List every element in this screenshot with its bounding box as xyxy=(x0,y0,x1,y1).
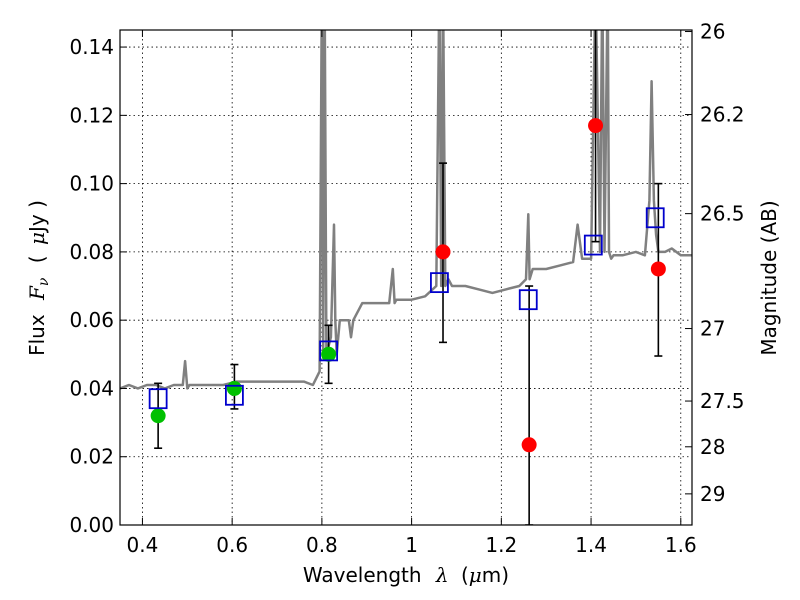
model-point-square xyxy=(645,207,665,229)
x-tick-label: 0.8 xyxy=(306,533,338,557)
model-point-square xyxy=(583,234,603,256)
magnitude-axis-label: Magnitude (AB) xyxy=(757,200,781,355)
x-tick-label: 1.6 xyxy=(665,533,697,557)
red-data-point xyxy=(650,261,666,277)
x-tick-label: 0.4 xyxy=(127,533,159,557)
magnitude-tick-label: 26.5 xyxy=(700,202,745,226)
red-data-point xyxy=(435,244,451,260)
model-points xyxy=(148,207,665,410)
x-tick-label: 1.4 xyxy=(575,533,607,557)
y-axis-label: Flux Fν ( μJy ) xyxy=(25,200,53,356)
model-point-square xyxy=(319,340,339,362)
x-tick-label: 1 xyxy=(405,533,418,557)
model-point-square xyxy=(430,272,449,294)
model-point-square xyxy=(148,388,168,410)
magnitude-tick-label: 27.5 xyxy=(700,389,745,413)
magnitude-tick-label: 27 xyxy=(700,317,725,341)
green-data-point xyxy=(150,408,166,424)
y-tick-label: 0.06 xyxy=(69,308,114,332)
y-tick-label: 0.02 xyxy=(69,445,114,469)
y-tick-label: 0.04 xyxy=(69,376,114,400)
plot-frame xyxy=(119,29,693,526)
y-tick-label: 0.12 xyxy=(69,103,114,127)
y-tick-label: 0.00 xyxy=(69,513,114,537)
magnitude-tick-label: 26.2 xyxy=(700,103,745,127)
x-axis-ticks: 0.4 0.6 0.8 1 1.2 1.4 1.6 xyxy=(127,30,697,557)
model-point-square xyxy=(224,384,244,406)
plot-area xyxy=(120,30,692,525)
y-tick-label: 0.14 xyxy=(69,35,114,59)
green-data-point xyxy=(226,380,242,396)
red-data-point xyxy=(521,437,537,453)
data-points xyxy=(150,118,666,453)
magnitude-tick-label: 26 xyxy=(700,20,725,44)
y-tick-label: 0.10 xyxy=(69,172,114,196)
y-tick-label: 0.08 xyxy=(69,240,114,264)
magnitude-tick-label: 28 xyxy=(700,435,725,459)
model-point-square xyxy=(518,289,538,311)
green-data-point xyxy=(321,346,337,362)
error-bars xyxy=(154,30,663,525)
y-axis-ticks: 0.00 0.02 0.04 0.06 0.08 0.10 0.12 0.14 xyxy=(69,35,127,537)
x-axis-label: Wavelength λ (μm) xyxy=(303,563,509,587)
x-tick-label: 0.6 xyxy=(216,533,248,557)
magnitude-tick-label: 29 xyxy=(700,482,725,506)
x-tick-label: 1.2 xyxy=(485,533,517,557)
red-data-point xyxy=(588,118,604,134)
magnitude-axis-ticks: 26 26.2 26.5 27 27.5 28 29 xyxy=(685,20,745,506)
